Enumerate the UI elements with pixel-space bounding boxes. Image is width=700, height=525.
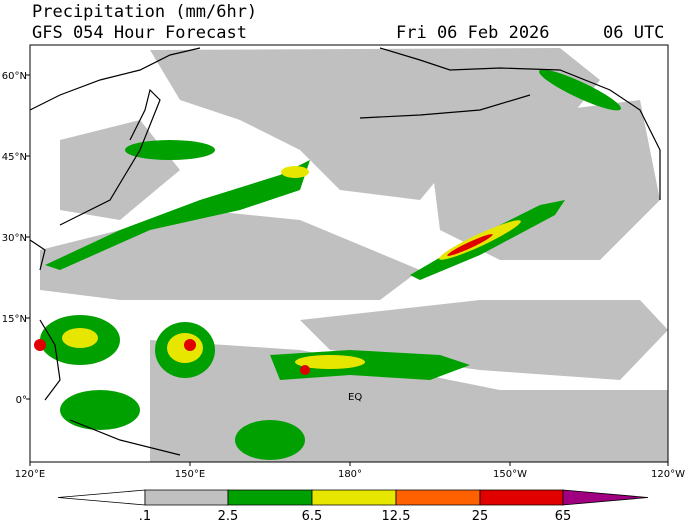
precip-area	[150, 48, 600, 200]
lon-label: 150°E	[175, 469, 205, 480]
map: EQ	[29, 44, 669, 463]
legend-swatch	[479, 489, 564, 506]
precip-cell	[235, 420, 305, 460]
lon-label: 150°W	[493, 469, 527, 480]
legend-swatch	[395, 489, 481, 506]
coastline	[359, 94, 531, 119]
title: Precipitation (mm/6hr)	[32, 2, 257, 22]
legend-label: 2.5	[218, 509, 239, 524]
coastline	[29, 47, 201, 111]
lat-label: 45°N	[2, 152, 27, 163]
lat-label: 60°N	[2, 71, 27, 82]
legend-swatch	[311, 489, 397, 506]
legend-label: .1	[139, 509, 151, 524]
lon-label: 120°W	[651, 469, 685, 480]
precip-cell	[60, 390, 140, 430]
coastline	[59, 88, 161, 226]
coastline	[29, 239, 46, 271]
legend-swatch	[144, 489, 229, 506]
precip-area	[430, 100, 660, 260]
legend-label: 65	[555, 509, 572, 524]
legend-label: 25	[472, 509, 489, 524]
coastline	[39, 319, 181, 456]
legend-label: 12.5	[382, 509, 411, 524]
equator-label: EQ	[348, 392, 362, 403]
precip-core	[295, 355, 365, 369]
precip-band	[125, 140, 215, 160]
precip-band	[45, 160, 310, 270]
legend-swatch	[562, 489, 649, 506]
precip-core	[184, 339, 196, 351]
coastline	[379, 47, 661, 200]
lat-label: 30°N	[2, 233, 27, 244]
legend-swatch	[57, 489, 146, 506]
legend-swatch	[227, 489, 313, 506]
lon-label: 120°E	[15, 469, 45, 480]
legend-label: 6.5	[302, 509, 323, 524]
precip-area	[300, 300, 668, 380]
precip-core	[447, 234, 493, 256]
precip-core	[300, 365, 310, 375]
lat-label: 15°N	[2, 314, 27, 325]
precip-core	[34, 339, 46, 351]
lon-label: 180°	[338, 469, 362, 480]
forecast-time: 06 UTC	[603, 23, 664, 43]
precip-band	[539, 69, 621, 111]
forecast-date: Fri 06 Feb 2026	[396, 23, 550, 43]
lat-label: 0°	[16, 395, 27, 406]
precip-core	[62, 328, 98, 348]
intense-precip	[34, 234, 493, 375]
map-frame	[29, 44, 669, 463]
precip-core	[281, 166, 309, 178]
coastlines	[29, 47, 661, 456]
subtitle: GFS 054 Hour Forecast	[32, 23, 247, 43]
